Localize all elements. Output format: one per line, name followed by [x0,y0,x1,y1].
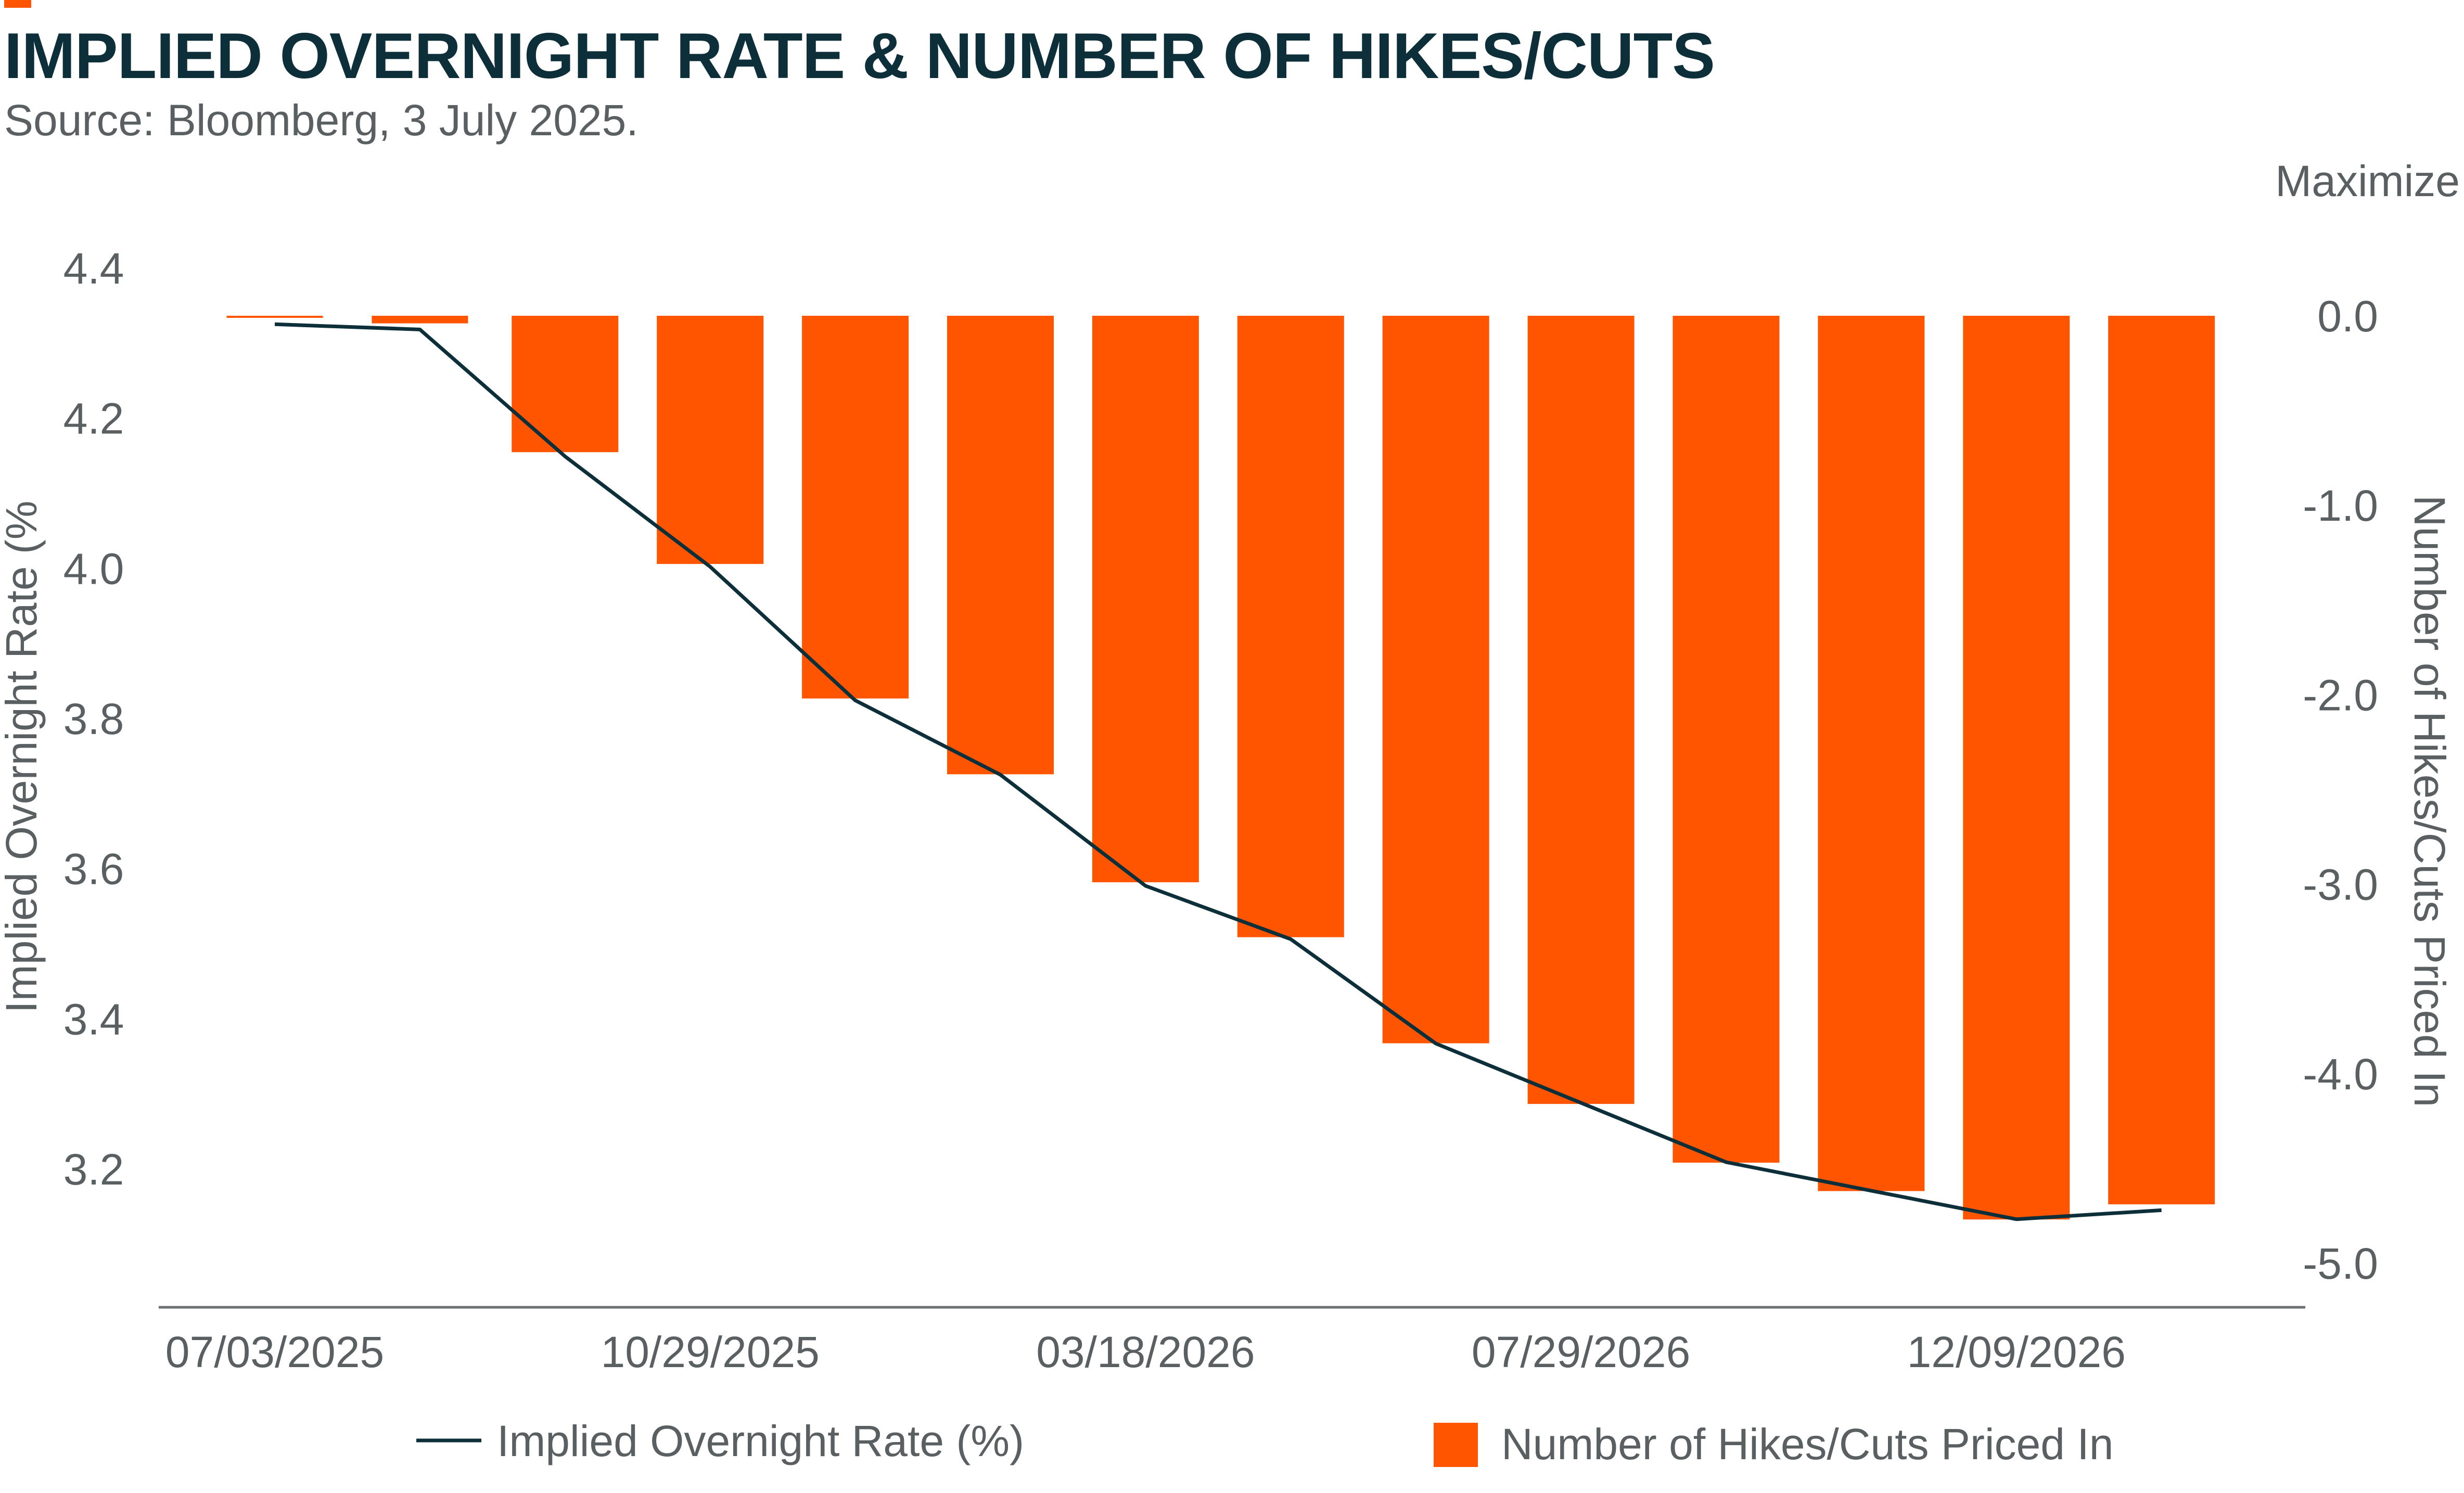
left-tick-label: 3.8 [63,694,124,743]
bar-mark [1527,316,1635,1104]
legend: Implied Overnight Rate (%) Number of Hik… [416,1417,2113,1469]
right-tick-label: -2.0 [2303,671,2378,719]
right-tick-label: -3.0 [2303,860,2378,909]
right-tick-label: 0.0 [2317,292,2378,341]
left-tick-label: 3.6 [63,845,124,894]
right-tick-label: -1.0 [2303,481,2378,530]
legend-bar-label: Number of Hikes/Cuts Priced In [1501,1420,2113,1469]
left-tick-label: 4.2 [63,394,124,443]
bar-mark [657,316,764,564]
bar-mark [372,316,468,324]
x-tick-label: 10/29/2025 [601,1328,819,1376]
bar-mark [1092,316,1199,882]
left-tick-label: 4.4 [63,244,124,293]
bar-mark [2108,316,2215,1205]
legend-bar-swatch [1434,1423,1478,1467]
left-axis-label: Implied Overnight Rate (% [0,500,46,1013]
chart-source: Source: Bloomberg, 3 July 2025. [4,96,639,145]
right-axis-label: Number of Hikes/Cuts Priced In [2405,495,2454,1107]
maximize-button[interactable]: Maximize [2275,157,2460,205]
bar-mark [1818,316,1925,1191]
left-tick-labels: 4.4 4.2 4.0 3.8 3.6 3.4 3.2 [63,244,124,1194]
x-tick-labels: 07/03/2025 10/29/2025 03/18/2026 07/29/2026… [165,1328,2126,1376]
line-group [274,322,2162,1221]
right-tick-label: -4.0 [2303,1050,2378,1099]
rate-line [274,322,2162,1221]
x-tick-label: 07/03/2025 [165,1328,384,1376]
right-tick-label: -5.0 [2303,1239,2378,1288]
bar-mark [1237,316,1344,937]
bar-mark [1673,316,1780,1163]
bar-mark [1963,316,2070,1220]
left-tick-label: 4.0 [63,544,124,593]
bar-mark [947,316,1054,775]
bar-mark [802,316,909,699]
left-tick-label: 3.4 [63,995,124,1044]
x-tick-label: 07/29/2026 [1472,1328,1690,1376]
x-tick-label: 03/18/2026 [1036,1328,1255,1376]
legend-line-label: Implied Overnight Rate (%) [497,1417,1024,1465]
right-tick-labels: 0.0 -1.0 -2.0 -3.0 -4.0 -5.0 [2303,292,2378,1288]
bar-mark [512,316,619,453]
bars-group [226,316,2215,1220]
accent-bar [4,0,31,8]
bar-mark [1382,316,1489,1044]
left-tick-label: 3.2 [63,1145,124,1194]
chart-title: IMPLIED OVERNIGHT RATE & NUMBER OF HIKES… [4,20,1715,92]
bar-mark [226,316,323,318]
x-tick-label: 12/09/2026 [1907,1328,2126,1376]
